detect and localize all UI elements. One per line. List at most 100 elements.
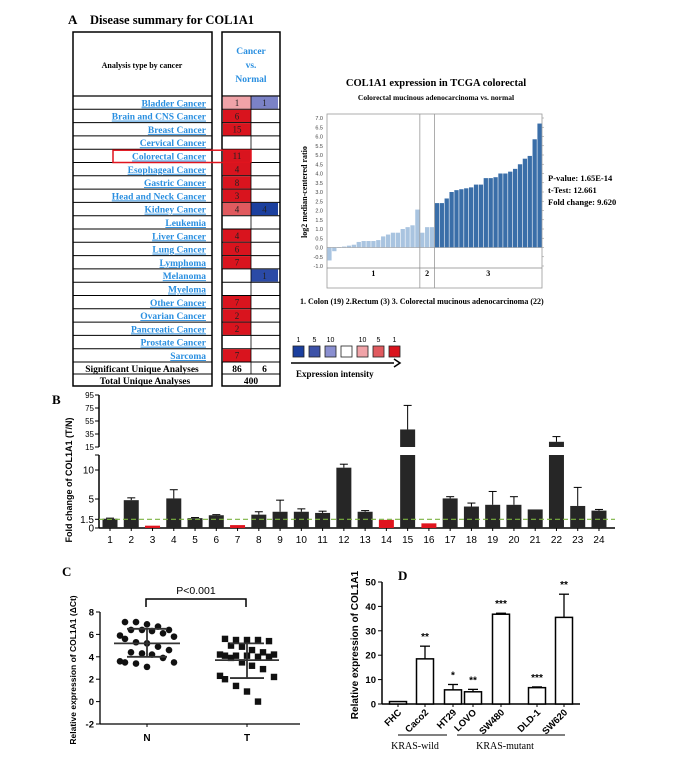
cancer-type-link[interactable]: Gastric Cancer — [144, 179, 207, 189]
bar — [554, 616, 574, 705]
y-tick-label: 6.5 — [315, 125, 323, 131]
data-point — [243, 636, 251, 644]
highlight-box — [112, 149, 252, 164]
y-tick-label: 2 — [89, 675, 94, 686]
bar — [123, 500, 139, 528]
y-tick-label: 4.5 — [315, 162, 323, 168]
up-cell — [223, 123, 251, 136]
cancer-type-link[interactable]: Brain and CNS Cancer — [112, 113, 207, 123]
up-cell — [223, 242, 251, 256]
p-value-annotation: P<0.001 — [176, 585, 216, 597]
bar — [527, 155, 532, 248]
data-point — [221, 676, 229, 683]
table-row: Other Cancer 7 — [73, 295, 280, 310]
y-tick-label: 75 — [85, 404, 94, 413]
table-row: Myeloma — [73, 282, 280, 296]
x-tick-label: 23 — [572, 535, 584, 546]
data-point — [232, 636, 240, 644]
bar — [102, 518, 118, 528]
cancer-type-link[interactable]: Liver Cancer — [152, 232, 207, 242]
bar — [442, 498, 458, 528]
group-label-kras-wild: KRAS-wild — [391, 741, 439, 752]
data-point — [216, 672, 224, 680]
table-row: Lung Cancer 6 — [73, 242, 280, 257]
cancer-type-link[interactable]: Lung Cancer — [152, 246, 206, 256]
bar — [366, 241, 371, 248]
bar — [444, 198, 449, 248]
cancer-type-link[interactable]: Ovarian Cancer — [140, 312, 206, 322]
legend-label: 5 — [313, 337, 317, 344]
up-count: 4 — [235, 165, 240, 175]
header-cancer-vs-normal: vs. — [246, 61, 257, 71]
up-count: 4 — [235, 204, 240, 214]
table-row: Gastric Cancer 8 — [73, 175, 280, 190]
panel-label-c: C — [62, 564, 71, 579]
panel-label-d: D — [398, 568, 407, 583]
bar — [449, 192, 454, 248]
bar — [332, 247, 337, 252]
cancer-type-link[interactable]: Prostate Cancer — [140, 339, 206, 349]
bar — [376, 240, 381, 248]
cancer-type-link[interactable]: Myeloma — [168, 286, 206, 296]
up-count: 2 — [235, 311, 240, 321]
cancer-type-link[interactable]: Melanoma — [163, 272, 207, 282]
data-point — [221, 652, 229, 659]
bar — [346, 245, 352, 248]
x-tick-label: 15 — [402, 535, 414, 546]
y-tick-label: 0 — [89, 697, 94, 708]
bar — [415, 209, 420, 248]
y-tick-label: 3.0 — [315, 190, 323, 196]
panel-a-disease-summary: Disease summary for COL1A1 Analysis type … — [72, 13, 402, 387]
cancer-type-link[interactable]: Head and Neck Cancer — [112, 192, 207, 202]
data-point — [227, 642, 235, 649]
cancer-type-link[interactable]: Lymphoma — [160, 259, 207, 269]
y-tick-label: 2.5 — [315, 199, 323, 205]
cancer-type-link[interactable]: Bladder Cancer — [142, 99, 207, 109]
cancer-type-link[interactable]: Breast Cancer — [148, 126, 207, 136]
cancer-type-link[interactable]: Colorectal Cancer — [132, 153, 207, 163]
cancer-type-link[interactable]: Pancreatic Cancer — [131, 325, 207, 335]
group-label-kras-mutant: KRAS-mutant — [476, 741, 534, 752]
cancer-type-link[interactable]: Sarcoma — [170, 352, 206, 362]
cancer-type-link[interactable]: Esophageal Cancer — [128, 166, 207, 176]
data-point — [248, 646, 256, 654]
cancer-type-link[interactable]: Kidney Cancer — [145, 206, 207, 216]
x-tick-label: 5 — [192, 535, 198, 546]
bar — [371, 241, 376, 248]
cancer-type-link[interactable]: Leukemia — [165, 219, 206, 229]
y-tick-label: 8 — [89, 608, 94, 619]
y-tick-label: 10 — [365, 675, 376, 686]
x-tick-label: 21 — [530, 535, 542, 546]
legend-caption: Expression intensity — [296, 369, 374, 379]
bar — [425, 227, 430, 248]
data-point — [127, 626, 135, 634]
significance-stars: * — [451, 670, 455, 681]
y-tick-label: 20 — [365, 651, 376, 662]
legend-label: 1 — [393, 337, 397, 344]
data-point — [138, 650, 146, 657]
bar-upper — [400, 429, 416, 447]
table-row: Leukemia — [73, 215, 280, 230]
up-cell — [223, 202, 251, 216]
panel-a-tcga-chart: COL1A1 expression in TCGA colorectal Colo… — [300, 78, 616, 306]
up-count: 15 — [233, 125, 243, 135]
up-cell — [223, 322, 251, 335]
x-tick-label: 17 — [445, 535, 457, 546]
legend-label: 10 — [327, 337, 335, 344]
x-tick-label: 1 — [107, 535, 113, 546]
up-count: 7 — [235, 351, 240, 361]
legend-swatch — [356, 345, 369, 358]
data-point — [165, 646, 173, 654]
bar — [187, 518, 203, 528]
bar — [537, 123, 542, 248]
group-label: 2 — [425, 269, 429, 278]
cancer-type-link[interactable]: Other Cancer — [150, 299, 207, 309]
legend-label: 1 — [297, 337, 301, 344]
data-point — [232, 652, 240, 659]
data-point — [143, 621, 151, 628]
data-point — [243, 688, 251, 695]
cancer-type-link[interactable]: Cervical Cancer — [140, 139, 207, 149]
data-point — [254, 698, 262, 705]
chart-subtitle: Colorectal mucinous adenocarcinoma vs. n… — [358, 93, 514, 102]
up-cell — [223, 229, 251, 242]
